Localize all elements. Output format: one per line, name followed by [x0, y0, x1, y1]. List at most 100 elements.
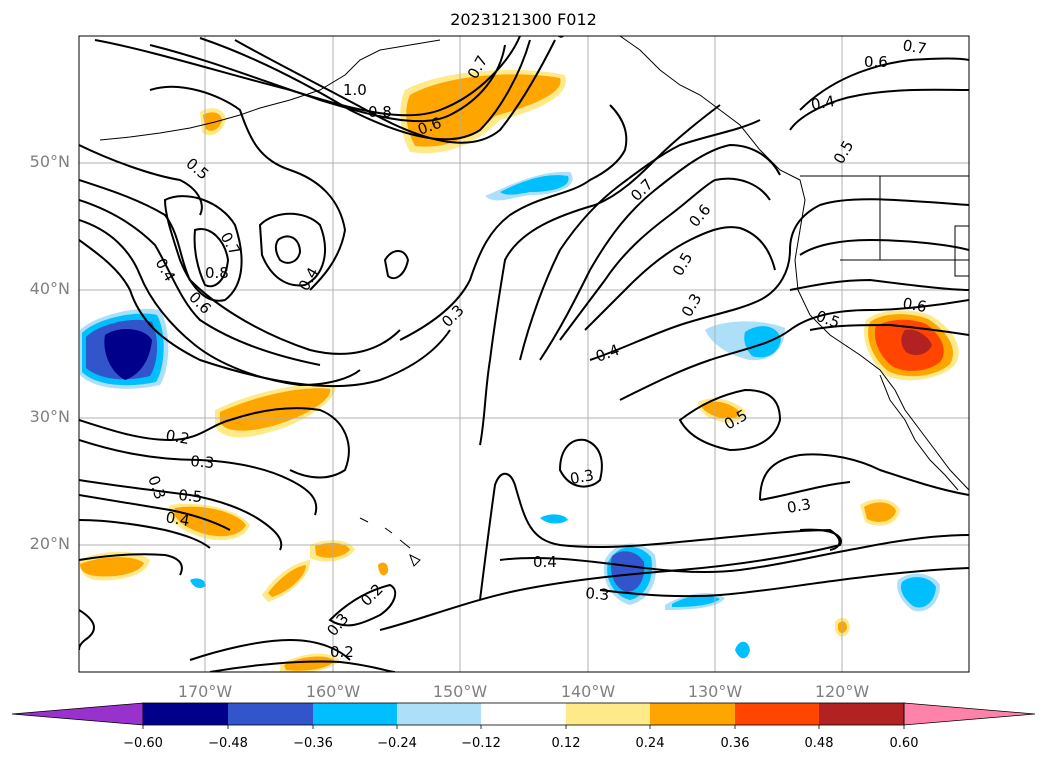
lon-label-120w: 120°W: [814, 682, 870, 701]
contour-line: [619, 299, 969, 401]
lat-label-30n: 30°N: [29, 407, 70, 426]
contour-label: 0.2: [330, 643, 354, 661]
contour-line: [383, 250, 410, 280]
contour-line: [328, 583, 397, 627]
colorbar-tick-label: 0.48: [804, 736, 834, 751]
coastlines: [99, 36, 969, 567]
colorbar-tick-label: −0.24: [377, 736, 417, 751]
lon-label-140w: 140°W: [560, 682, 616, 701]
contour-label: 0.6: [864, 53, 888, 71]
contour-line: [163, 195, 243, 302]
contour-line: [79, 609, 95, 651]
contour-line: [258, 212, 326, 287]
colorbar: [11, 702, 1036, 729]
lon-label-160w: 160°W: [305, 682, 361, 701]
contour-label: 0.6: [901, 294, 928, 316]
contour-label: 0.4: [164, 508, 191, 530]
contour-label: 0.4: [152, 255, 180, 285]
lon-label-150w: 150°W: [432, 682, 488, 701]
colorbar-segment: [228, 703, 313, 725]
contour-line: [79, 407, 350, 479]
shade-positive: [864, 502, 896, 523]
shade-negative: [901, 577, 936, 608]
contour-line: [678, 388, 782, 452]
hawaii-islands: [359, 517, 421, 567]
contour-line: [539, 143, 781, 361]
contour-line: [379, 528, 842, 631]
contour-line: [209, 660, 396, 672]
shade-positive: [80, 557, 144, 577]
contour-label: 0.3: [190, 452, 215, 472]
colorbar-tick-label: −0.60: [123, 736, 163, 751]
contour-label: 0.3: [585, 584, 610, 604]
shade-positive: [203, 112, 222, 131]
colorbar-tick-label: −0.12: [461, 736, 501, 751]
shade-negative: [540, 514, 568, 524]
contour-line: [599, 567, 969, 598]
contour-line: [79, 553, 183, 576]
contour-label: 0.3: [678, 290, 706, 320]
contour-line: [79, 439, 318, 516]
contour-line: [759, 453, 969, 501]
contour-line: [234, 39, 556, 144]
contour-label: 0.6: [185, 288, 215, 318]
contour-line: [558, 438, 603, 488]
contour-label: 0.6: [685, 201, 714, 231]
contour-label: 0.3: [144, 473, 169, 502]
contour-label: 0.7: [627, 175, 657, 205]
contour-line: [79, 199, 321, 366]
colorbar-tick-label: 0.24: [635, 736, 665, 751]
shade-positive: [701, 401, 740, 419]
shade-negative: [744, 326, 781, 358]
contour-line: [559, 177, 771, 341]
shade-positive: [378, 562, 389, 576]
lat-label-40n: 40°N: [29, 279, 70, 298]
contour-label: 0.5: [669, 249, 697, 279]
colorbar-segment: [397, 703, 481, 725]
shade-positive: [268, 565, 306, 597]
contour-label: 0.3: [786, 495, 813, 517]
colorbar-tick-label: 0.60: [889, 736, 919, 751]
contour-line: [79, 519, 211, 549]
contour-label: 0.4: [593, 341, 622, 366]
contour-line: [193, 228, 230, 288]
contour-label: 0.7: [901, 36, 928, 58]
border-states: [840, 176, 969, 277]
contour-line: [479, 104, 721, 446]
lat-label-20n: 20°N: [29, 534, 70, 553]
coastline-baja: [879, 374, 959, 491]
coastline-aleutians: [99, 39, 441, 141]
colorbar-tick-label: 0.12: [551, 736, 581, 751]
contour-line: [79, 179, 401, 355]
contour-line: [149, 85, 347, 291]
contour-line: [199, 37, 531, 141]
shade-negative: [104, 328, 152, 380]
shade-negative: [672, 595, 720, 607]
colorbar-segment: [650, 703, 735, 725]
contour-label: 0.5: [178, 486, 203, 506]
colorbar-segment: [481, 703, 566, 725]
contour-label: 0.3: [550, 13, 580, 43]
contour-label: 0.5: [182, 154, 212, 183]
contour-line: [519, 119, 761, 361]
contour-line: [189, 638, 351, 661]
colorbar-segment: [735, 703, 819, 725]
contour-line: [789, 278, 969, 291]
contour-line: [759, 481, 851, 501]
colorbar-segment: [566, 703, 650, 725]
contour-label: 0.3: [323, 610, 352, 640]
shade-negative: [610, 551, 645, 592]
contour-line: [584, 226, 776, 331]
contour-labels: 1.0 0.8 0.7 0.6 0.5 0.7 0.8 0.6 0.4 0.4 …: [144, 13, 928, 661]
contour-line: [79, 239, 451, 388]
shade-positive: [901, 329, 932, 356]
contour-line: [79, 144, 203, 216]
colorbar-segment: [819, 703, 904, 725]
contour-label: 0.4: [810, 92, 837, 114]
contour-line: [589, 198, 969, 361]
contour-line: [809, 323, 969, 336]
colorbar-tick-label: −0.48: [208, 736, 248, 751]
contour-label: 0.8: [368, 103, 392, 121]
contour-label: 1.0: [343, 81, 367, 99]
